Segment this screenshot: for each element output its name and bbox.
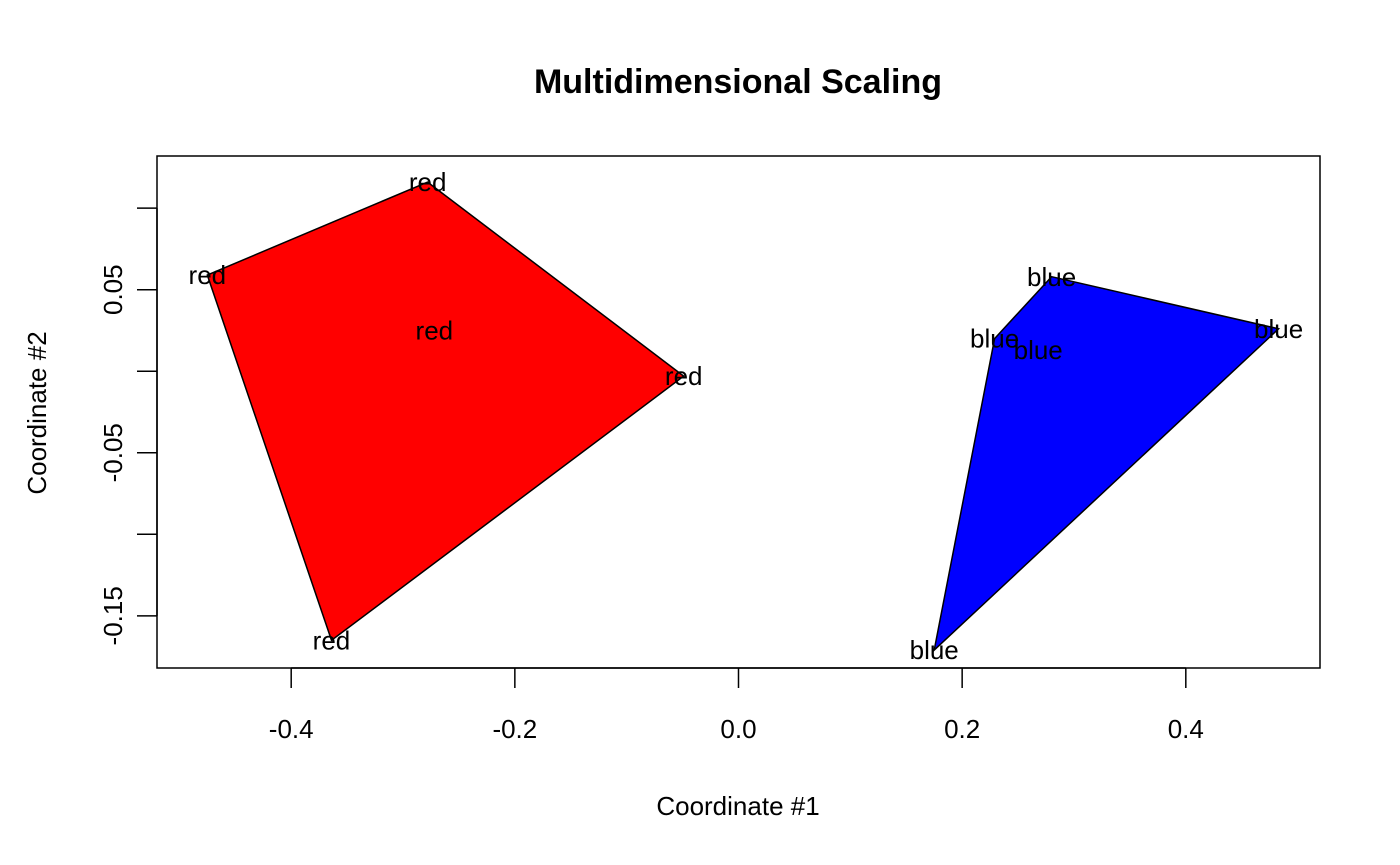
y-tick-label: -0.15 bbox=[98, 586, 128, 645]
x-tick-label: 0.2 bbox=[944, 714, 980, 744]
blue-point-label: blue bbox=[1254, 314, 1303, 344]
red-point-label: red bbox=[409, 167, 447, 197]
red-point-label: red bbox=[416, 316, 454, 346]
red-point-label: red bbox=[313, 625, 351, 655]
x-axis-label: Coordinate #1 bbox=[656, 791, 819, 821]
blue-point-label: blue bbox=[970, 324, 1019, 354]
blue-hull bbox=[933, 275, 1281, 653]
x-tick-label: -0.2 bbox=[492, 714, 537, 744]
x-tick-label: 0.4 bbox=[1168, 714, 1204, 744]
x-tick-label: -0.4 bbox=[269, 714, 314, 744]
red-point-label: red bbox=[665, 361, 703, 391]
blue-point-label: blue bbox=[1014, 335, 1063, 365]
y-axis: -0.15 -0.05 0.05 bbox=[98, 207, 158, 645]
red-point-label: red bbox=[189, 260, 227, 290]
hull-polygons bbox=[206, 181, 1281, 653]
blue-point-label: blue bbox=[910, 635, 959, 665]
x-axis: -0.4 -0.2 0.0 0.2 0.4 bbox=[269, 667, 1204, 744]
y-tick-label: 0.05 bbox=[98, 264, 128, 315]
red-hull bbox=[206, 181, 685, 642]
y-axis-label: Coordinate #2 bbox=[22, 331, 52, 494]
y-tick-label: -0.05 bbox=[98, 423, 128, 482]
chart-title: Multidimensional Scaling bbox=[534, 63, 942, 101]
blue-point-label: blue bbox=[1027, 262, 1076, 292]
x-tick-label: 0.0 bbox=[720, 714, 756, 744]
